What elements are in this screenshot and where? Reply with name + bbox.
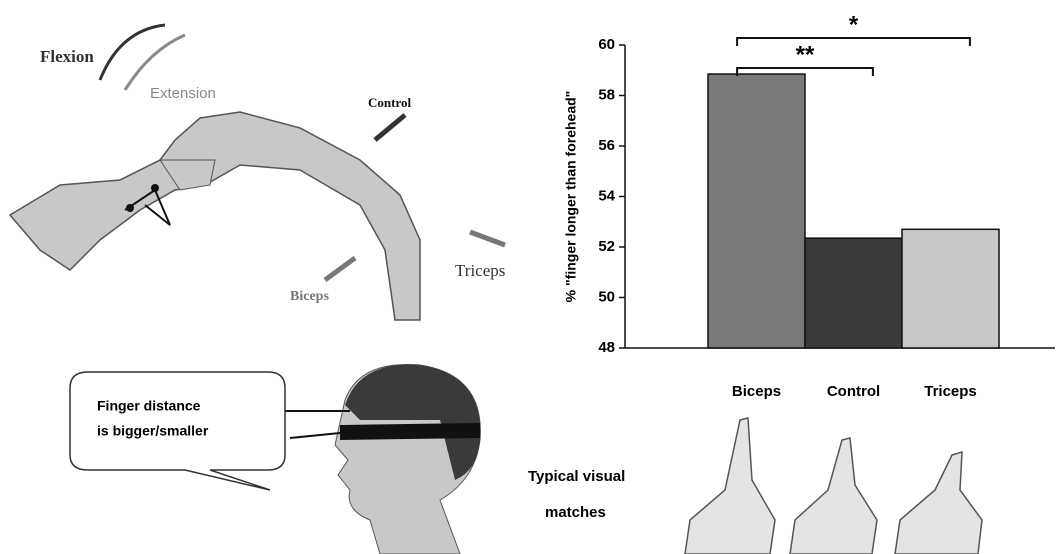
- y-tick-label: 54: [598, 187, 615, 204]
- arm-illustration: [8, 23, 506, 321]
- control-label: Control: [368, 95, 411, 110]
- y-tick-label: 56: [598, 137, 615, 154]
- y-tick-label: 52: [598, 238, 615, 255]
- speech-bubble: [69, 371, 286, 491]
- matches-line: matches: [545, 504, 606, 521]
- bar: [707, 73, 806, 349]
- bubble-line: is bigger/smaller: [97, 423, 209, 439]
- x-tick-label: Triceps: [924, 383, 977, 400]
- x-tick-label: Control: [827, 383, 880, 400]
- y-tick-label: 48: [598, 339, 615, 356]
- y-tick-label: 58: [598, 86, 615, 103]
- bar-chart: 48 50 52 54 56 58 60 % "finger longer than fore…: [563, 11, 1055, 400]
- head-illustration: [285, 363, 481, 554]
- flexion-label: Flexion: [40, 47, 94, 66]
- bar: [901, 228, 1000, 349]
- significance-label: *: [849, 11, 859, 38]
- matches-line: Typical visual: [528, 468, 625, 485]
- significance-label: **: [796, 41, 815, 68]
- x-tick-label: Biceps: [732, 383, 781, 400]
- significance-bracket: [736, 67, 874, 76]
- finger-drawings: [684, 417, 983, 554]
- extension-label: Extension: [150, 85, 216, 102]
- biceps-label: Biceps: [290, 289, 329, 304]
- y-tick-label: 60: [598, 36, 615, 53]
- triceps-label: Triceps: [455, 261, 505, 280]
- bubble-line: Finger distance: [97, 398, 201, 414]
- y-tick-label: 50: [598, 288, 615, 305]
- y-axis-label: % "finger longer than forehead": [563, 91, 579, 303]
- significance-bracket: [736, 37, 971, 46]
- bar: [804, 237, 903, 349]
